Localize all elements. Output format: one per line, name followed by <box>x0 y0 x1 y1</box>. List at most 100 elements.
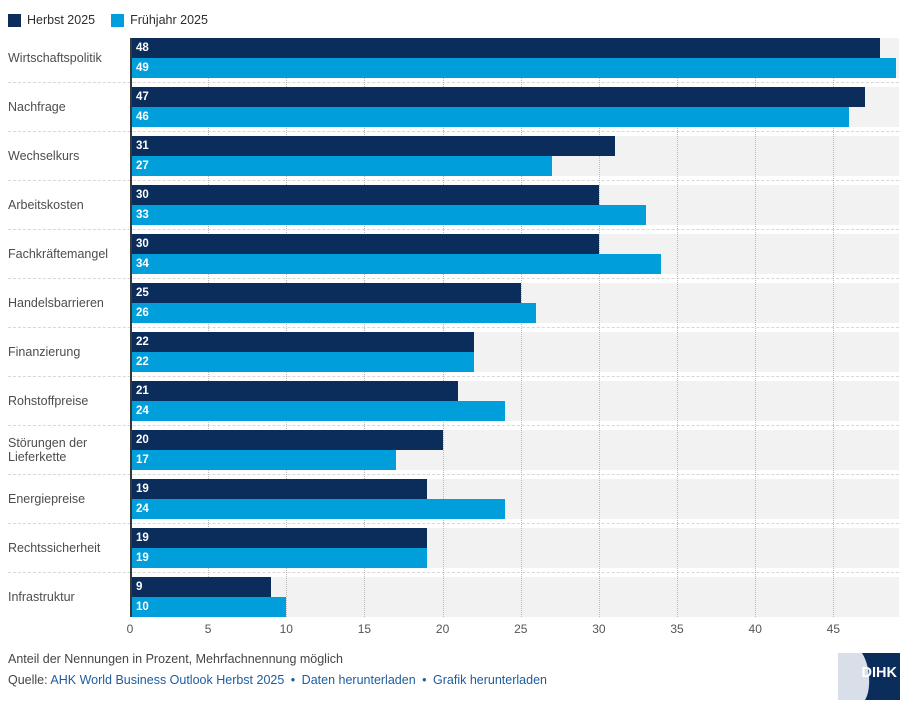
bar-herbst-2025: 25 <box>130 283 521 303</box>
category-label: Energiepreise <box>8 491 86 506</box>
bar-herbst-2025: 9 <box>130 577 271 597</box>
category-label: Rechtssicherheit <box>8 540 101 555</box>
category-group: Energiepreise 19 24 <box>8 479 899 524</box>
x-tick-label: 10 <box>279 622 293 636</box>
category-label: Fachkräftemangel <box>8 246 109 261</box>
bar-value-label: 17 <box>136 454 149 466</box>
dihk-logo-navy-shape <box>862 653 900 700</box>
category-group: Wirtschaftspolitik 48 49 <box>8 38 899 83</box>
bar-fruehjahr-2025: 19 <box>130 548 427 568</box>
bar-herbst-2025: 48 <box>130 38 881 58</box>
x-tick-label: 15 <box>357 622 372 636</box>
x-tick-label: 40 <box>748 622 762 636</box>
bar-area: 25 26 <box>130 283 899 323</box>
bar-chart: Wirtschaftspolitik 48 49 Nachfrage 47 46 Wechs… <box>8 38 899 617</box>
bar-herbst-2025: 30 <box>130 185 599 205</box>
bar-value-label: 30 <box>136 238 149 250</box>
category-label: Rohstoffpreise <box>8 393 89 408</box>
bar-fruehjahr-2025: 26 <box>130 303 537 323</box>
bar-area: 9 10 <box>130 577 899 617</box>
bar-fruehjahr-2025: 34 <box>130 254 662 274</box>
download-data-link[interactable]: Daten herunterladen <box>301 673 416 687</box>
category-label: Infrastruktur <box>8 589 75 604</box>
chart-rows: Wirtschaftspolitik 48 49 Nachfrage 47 46 Wechs… <box>8 38 899 617</box>
x-tick-label: 20 <box>435 622 450 636</box>
bar-herbst-2025: 21 <box>130 381 459 401</box>
x-tick-label: 5 <box>204 622 212 636</box>
dihk-logo-text: DIHK <box>862 665 898 681</box>
bar-fruehjahr-2025: 33 <box>130 205 646 225</box>
bar-herbst-2025: 31 <box>130 136 615 156</box>
bar-area: 19 19 <box>130 528 899 568</box>
category-group: Rohstoffpreise 21 24 <box>8 381 899 426</box>
bar-fruehjahr-2025: 10 <box>130 597 287 617</box>
dihk-logo: DIHK <box>838 653 900 700</box>
bar-area: 30 34 <box>130 234 899 274</box>
legend-swatch <box>111 13 125 27</box>
bar-value-label: 22 <box>136 356 149 368</box>
category-group: Rechtssicherheit 19 19 <box>8 528 899 573</box>
bar-fruehjahr-2025: 22 <box>130 352 474 372</box>
chart-footnote: Anteil der Nennungen in Prozent, Mehrfac… <box>8 652 343 666</box>
bar-value-label: 48 <box>136 42 149 54</box>
bar-value-label: 19 <box>136 483 149 495</box>
legend-item-herbst-2025: Herbst 2025 <box>8 13 95 27</box>
category-group: Wechselkurs 31 27 <box>8 136 899 181</box>
category-label: Wechselkurs <box>8 148 80 163</box>
bar-value-label: 46 <box>136 111 149 123</box>
bar-area: 31 27 <box>130 136 899 176</box>
category-label: Nachfrage <box>8 99 66 114</box>
bar-fruehjahr-2025: 17 <box>130 450 396 470</box>
bar-fruehjahr-2025: 27 <box>130 156 552 176</box>
category-group: Finanzierung 22 22 <box>8 332 899 377</box>
legend-label: Herbst 2025 <box>27 13 96 27</box>
bar-herbst-2025: 19 <box>130 479 427 499</box>
legend-swatch <box>8 13 21 27</box>
bar-value-label: 25 <box>136 287 149 299</box>
source-link[interactable]: AHK World Business Outlook Herbst 2025 <box>50 673 285 687</box>
bar-value-label: 34 <box>136 258 149 270</box>
bar-value-label: 49 <box>136 62 149 74</box>
bar-area: 19 24 <box>130 479 899 519</box>
bar-herbst-2025: 20 <box>130 430 443 450</box>
x-axis: 0 5 10 15 20 25 30 35 40 45 <box>127 622 899 640</box>
bar-area: 22 22 <box>130 332 899 372</box>
bar-fruehjahr-2025: 24 <box>130 499 506 519</box>
category-group: Nachfrage 47 46 <box>8 87 899 132</box>
bar-herbst-2025: 47 <box>130 87 865 107</box>
bar-area: 47 46 <box>130 87 899 127</box>
category-group: Arbeitskosten 30 33 <box>8 185 899 230</box>
bar-value-label: 24 <box>136 503 149 515</box>
x-tick-label: 45 <box>826 622 841 636</box>
separator-dot: • <box>422 673 427 687</box>
x-tick-label: 35 <box>670 622 684 636</box>
bar-herbst-2025: 19 <box>130 528 427 548</box>
category-label: Störungen der Lieferkette <box>8 435 88 464</box>
category-group: Störungen der Lieferkette 20 17 <box>8 430 899 475</box>
bar-fruehjahr-2025: 24 <box>130 401 506 421</box>
bar-value-label: 19 <box>136 532 149 544</box>
bar-value-label: 31 <box>136 140 149 152</box>
bar-value-label: 22 <box>136 336 149 348</box>
x-tick-label: 30 <box>592 622 606 636</box>
category-group: Fachkräftemangel 30 34 <box>8 234 899 279</box>
category-label: Arbeitskosten <box>8 197 84 212</box>
category-label: Handelsbarrieren <box>8 295 104 310</box>
download-graphic-link[interactable]: Grafik herunterladen <box>433 673 547 687</box>
bar-value-label: 24 <box>136 405 149 417</box>
bar-value-label: 10 <box>136 601 149 613</box>
bar-value-label: 47 <box>136 91 149 103</box>
bar-value-label: 21 <box>136 385 149 397</box>
category-label: Wirtschaftspolitik <box>8 50 102 65</box>
bar-value-label: 20 <box>136 434 149 446</box>
legend: Herbst 2025 Frühjahr 2025 <box>8 12 899 28</box>
bar-area: 30 33 <box>130 185 899 225</box>
bar-herbst-2025: 30 <box>130 234 599 254</box>
category-label: Finanzierung <box>8 344 81 359</box>
source-row: Quelle: AHK World Business Outlook Herbs… <box>8 673 899 687</box>
category-group: Handelsbarrieren 25 26 <box>8 283 899 328</box>
bar-value-label: 33 <box>136 209 149 221</box>
category-group: Infrastruktur 9 10 <box>8 577 899 617</box>
bar-fruehjahr-2025: 46 <box>130 107 849 127</box>
